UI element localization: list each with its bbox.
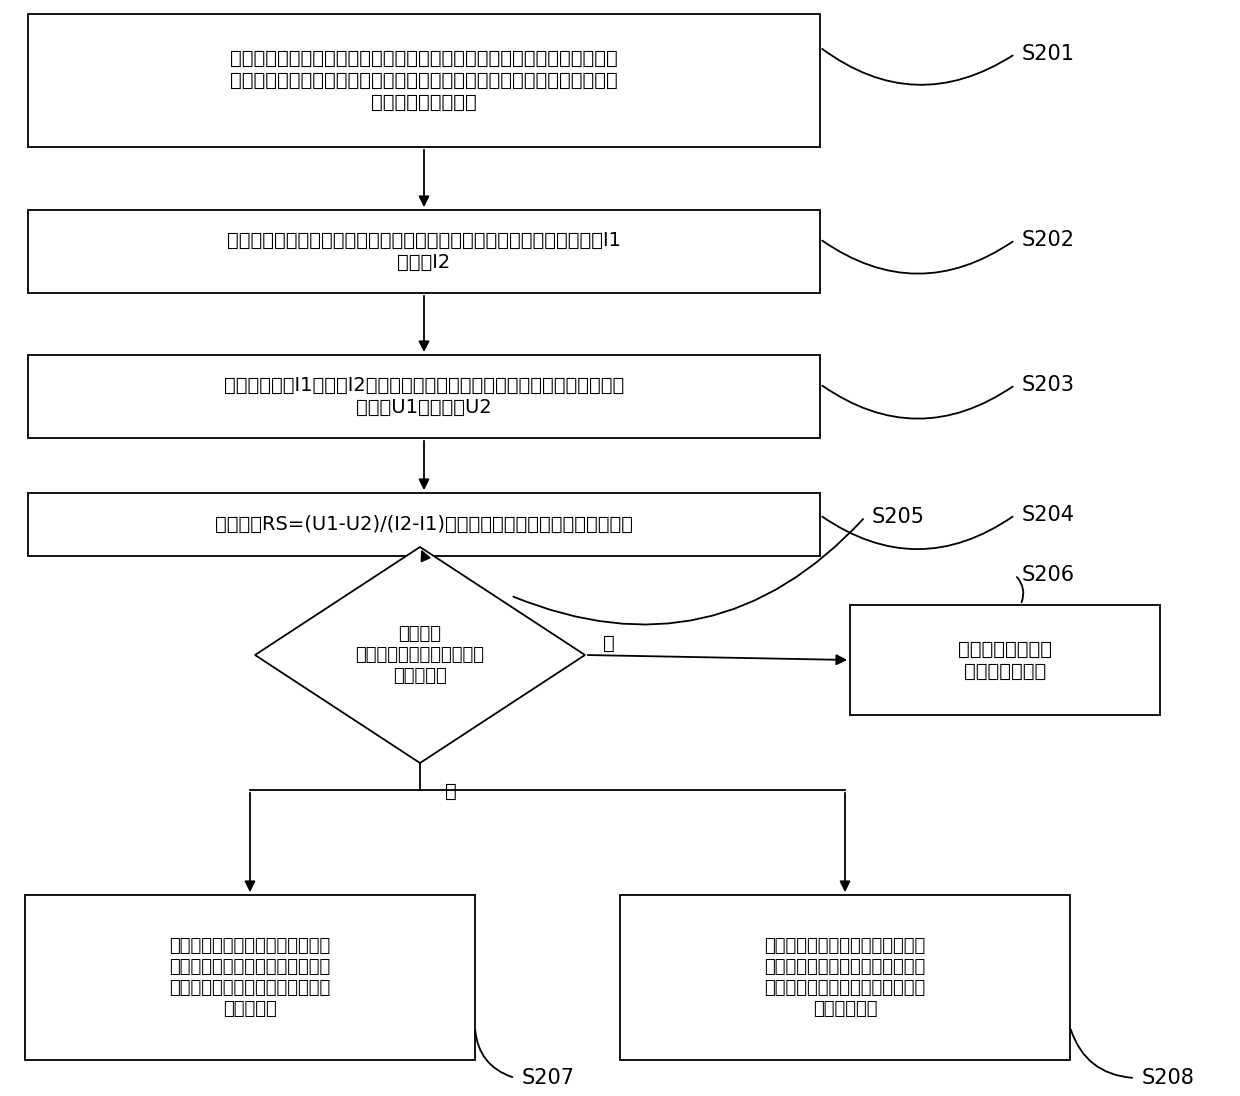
Text: 所述恒流电子负载模块通过所述充电线路从供电设备吸入幅值不同的电流I1
和电流I2: 所述恒流电子负载模块通过所述充电线路从供电设备吸入幅值不同的电流I1 和电流I2 <box>227 231 621 272</box>
Text: S202: S202 <box>1022 230 1075 250</box>
FancyArrowPatch shape <box>513 520 863 625</box>
FancyArrowPatch shape <box>822 386 1013 419</box>
Text: 是: 是 <box>603 633 615 652</box>
Text: 在正常连接负载的充电线路中接入恒流电子负载模块，并控制所述负载处于
不充电的状态，所述恒流电子负载模块处于所述负载内部，连接所述负载的
电源输入端和接地端: 在正常连接负载的充电线路中接入恒流电子负载模块，并控制所述负载处于 不充电的状态… <box>231 49 618 112</box>
Text: 否: 否 <box>445 781 456 800</box>
Text: S204: S204 <box>1022 505 1075 525</box>
FancyArrowPatch shape <box>822 241 1013 274</box>
Text: 判断所述
等效串联阻抗值是否大于预
设阻抗阈值: 判断所述 等效串联阻抗值是否大于预 设阻抗阈值 <box>356 625 485 685</box>
FancyBboxPatch shape <box>29 210 820 293</box>
Text: S208: S208 <box>1142 1068 1195 1088</box>
FancyArrowPatch shape <box>822 516 1013 549</box>
Text: 获取所述电流I1和电流I2，以及所述恒流电子负载模块两端分别对应获取的
电势差U1和电势差U2: 获取所述电流I1和电流I2，以及所述恒流电子负载模块两端分别对应获取的 电势差U… <box>224 376 624 416</box>
FancyBboxPatch shape <box>849 605 1159 715</box>
FancyArrowPatch shape <box>1017 576 1023 603</box>
FancyArrowPatch shape <box>822 49 1013 84</box>
FancyBboxPatch shape <box>29 14 820 147</box>
Text: S206: S206 <box>1022 566 1075 585</box>
Text: 在第二充电模式下根据所述等效串
联阻抗值计算充电时所述充电线路
的压降，并控制所述充电设备补偿
提高输出电压: 在第二充电模式下根据所述等效串 联阻抗值计算充电时所述充电线路 的压降，并控制所… <box>764 937 925 1018</box>
Text: S201: S201 <box>1022 44 1075 64</box>
Text: 停止或不对所述移
动终端进行充电: 停止或不对所述移 动终端进行充电 <box>959 639 1052 681</box>
Text: S205: S205 <box>872 507 925 527</box>
FancyBboxPatch shape <box>25 895 475 1060</box>
FancyBboxPatch shape <box>29 355 820 438</box>
Text: S207: S207 <box>522 1068 575 1088</box>
Polygon shape <box>255 547 585 763</box>
FancyBboxPatch shape <box>29 493 820 556</box>
FancyArrowPatch shape <box>475 1030 512 1077</box>
FancyArrowPatch shape <box>1071 1029 1132 1077</box>
Text: 根据公式RS=(U1-U2)/(I2-I1)计算所述充电线路的等效串联阻抗值: 根据公式RS=(U1-U2)/(I2-I1)计算所述充电线路的等效串联阻抗值 <box>215 515 632 534</box>
Text: S203: S203 <box>1022 375 1075 395</box>
Text: 在第一充电模式下根据所述等效串
联阻抗值计算充电时所述充电线路
的压降，从而设定对所述负载充电
的充电电压: 在第一充电模式下根据所述等效串 联阻抗值计算充电时所述充电线路 的压降，从而设定… <box>170 937 331 1018</box>
FancyBboxPatch shape <box>620 895 1070 1060</box>
